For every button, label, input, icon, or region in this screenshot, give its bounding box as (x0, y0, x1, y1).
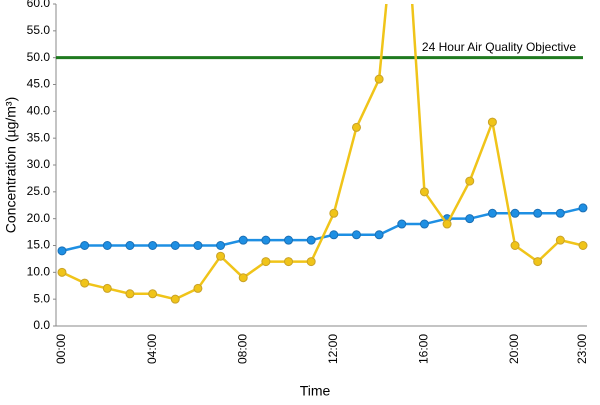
data-point (329, 208, 339, 218)
data-point (578, 241, 588, 250)
y-tick-label: 5.0 (33, 291, 50, 305)
y-tick-label: 0.0 (33, 318, 50, 332)
y-tick-label: 55.0 (27, 23, 51, 37)
x-tick-label: 16:00 (417, 334, 431, 364)
data-point (351, 122, 361, 132)
x-tick-label: 12:00 (326, 334, 340, 364)
data-point (284, 235, 294, 245)
data-point (57, 267, 67, 277)
x-tick-label: 08:00 (235, 334, 249, 364)
x-axis-label: Time (300, 383, 331, 399)
data-point (148, 289, 158, 299)
y-tick-label: 45.0 (27, 77, 51, 91)
data-point (419, 187, 429, 197)
y-tick-label: 20.0 (27, 211, 51, 225)
y-tick-label: 10.0 (27, 265, 51, 279)
data-point (487, 117, 497, 127)
data-point (216, 241, 226, 250)
data-point (487, 208, 497, 218)
data-point (533, 257, 543, 267)
data-point (374, 230, 384, 240)
y-tick-label: 15.0 (27, 238, 51, 252)
x-tick-label: 00:00 (54, 334, 68, 364)
data-point (442, 219, 452, 229)
data-point (510, 241, 520, 250)
data-point (80, 241, 90, 250)
data-point (216, 251, 226, 261)
y-tick-label: 50.0 (27, 50, 51, 64)
y-tick-label: 30.0 (27, 157, 51, 171)
data-point (329, 230, 339, 240)
data-point (578, 203, 588, 213)
data-point (397, 219, 407, 229)
data-point (555, 235, 565, 245)
data-point (193, 241, 203, 250)
data-point (148, 241, 158, 250)
data-point (80, 278, 90, 288)
x-tick-label: 04:00 (145, 334, 159, 364)
data-point (465, 176, 475, 186)
data-point (57, 246, 67, 256)
data-point (261, 235, 271, 245)
data-point (555, 208, 565, 218)
x-tick-label: 20:00 (507, 334, 521, 364)
data-point (125, 241, 135, 250)
data-point (465, 214, 475, 224)
y-tick-label: 25.0 (27, 184, 51, 198)
x-tick-label: 23:00 (575, 334, 589, 364)
data-point (419, 219, 429, 229)
series-line (61, 206, 584, 253)
data-point (261, 257, 271, 267)
data-point (374, 74, 384, 84)
data-point (238, 273, 248, 283)
data-point (238, 235, 248, 245)
y-axis-label: Concentration (µg/m³) (3, 97, 19, 233)
data-point (533, 208, 543, 218)
data-point (306, 257, 316, 267)
plot-area (57, 4, 588, 304)
data-point (102, 283, 112, 293)
data-point (170, 241, 180, 250)
data-point (284, 257, 294, 267)
data-point (306, 235, 316, 245)
data-point (102, 241, 112, 250)
data-point (193, 283, 203, 293)
data-point (170, 294, 180, 304)
data-point (510, 208, 520, 218)
y-tick-label: 40.0 (27, 104, 51, 118)
reference-label: 24 Hour Air Quality Objective (422, 40, 576, 54)
data-point (351, 230, 361, 240)
data-point (125, 289, 135, 299)
y-tick-label: 60.0 (27, 0, 51, 10)
y-tick-label: 35.0 (27, 130, 51, 144)
